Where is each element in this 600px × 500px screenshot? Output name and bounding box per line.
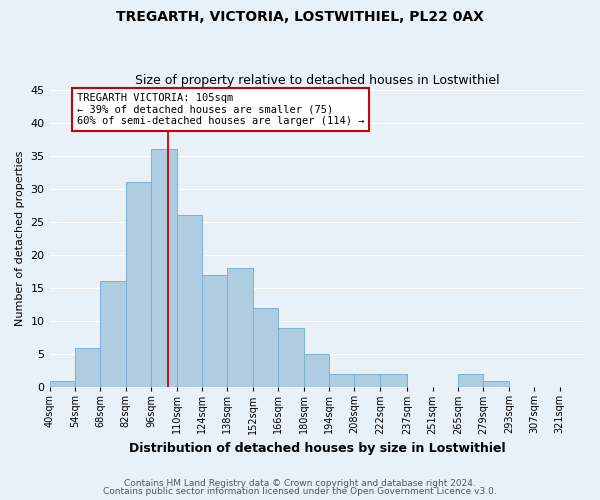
Bar xyxy=(355,374,380,387)
Bar xyxy=(176,215,202,387)
Bar xyxy=(151,149,176,387)
Bar xyxy=(329,374,355,387)
Bar xyxy=(484,380,509,387)
Text: Contains HM Land Registry data © Crown copyright and database right 2024.: Contains HM Land Registry data © Crown c… xyxy=(124,478,476,488)
Bar xyxy=(227,268,253,387)
Bar xyxy=(50,380,75,387)
Title: Size of property relative to detached houses in Lostwithiel: Size of property relative to detached ho… xyxy=(135,74,500,87)
Y-axis label: Number of detached properties: Number of detached properties xyxy=(15,150,25,326)
Text: TREGARTH, VICTORIA, LOSTWITHIEL, PL22 0AX: TREGARTH, VICTORIA, LOSTWITHIEL, PL22 0A… xyxy=(116,10,484,24)
Text: TREGARTH VICTORIA: 105sqm
← 39% of detached houses are smaller (75)
60% of semi-: TREGARTH VICTORIA: 105sqm ← 39% of detac… xyxy=(77,93,364,126)
Bar xyxy=(253,308,278,387)
Bar xyxy=(202,275,227,387)
Text: Contains public sector information licensed under the Open Government Licence v3: Contains public sector information licen… xyxy=(103,487,497,496)
Bar xyxy=(380,374,407,387)
Bar xyxy=(126,182,151,387)
Bar xyxy=(304,354,329,387)
X-axis label: Distribution of detached houses by size in Lostwithiel: Distribution of detached houses by size … xyxy=(129,442,506,455)
Bar xyxy=(278,328,304,387)
Bar xyxy=(75,348,100,387)
Bar xyxy=(100,282,126,387)
Bar xyxy=(458,374,484,387)
